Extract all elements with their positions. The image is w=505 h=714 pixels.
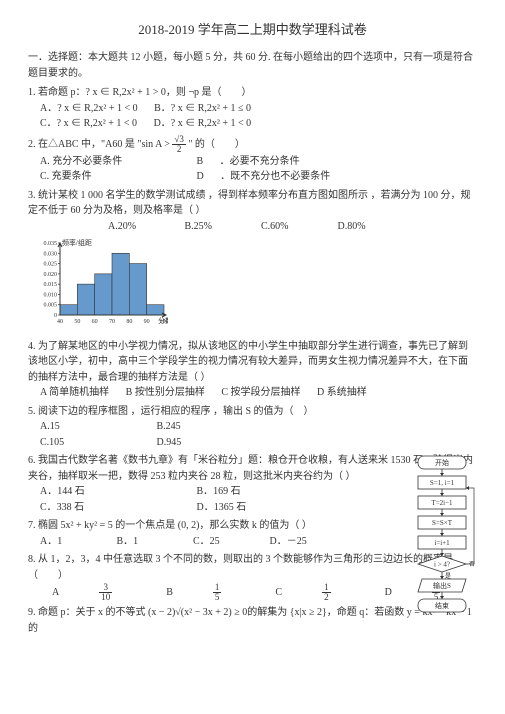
svg-text:0.010: 0.010 [44, 293, 58, 299]
q3-d: D.80% [338, 219, 366, 235]
q3-a: A.20% [108, 219, 168, 235]
q7-d: D．－25 [270, 534, 307, 550]
q7-c: C．25 [193, 534, 253, 550]
q1-d: D．? x ∈ R,2x² + 1 < 0 [154, 116, 252, 132]
q3-c: C.60% [261, 219, 321, 235]
svg-text:80: 80 [126, 319, 132, 325]
q8-lc: C [275, 585, 282, 601]
svg-text:S=S×T: S=S×T [432, 519, 453, 527]
svg-text:输出S: 输出S [433, 581, 451, 590]
q8-a-d: 10 [99, 593, 112, 602]
svg-text:分数: 分数 [158, 316, 168, 325]
q6-a: A．144 石 [40, 484, 180, 500]
q6-b: B．169 石 [197, 484, 241, 500]
q8-frac-b: 15 [213, 583, 236, 602]
q5: 5. 阅读下边的程序框图 ，运行相应的程序 ，输出 S 的值为（ ） A.15 … [28, 404, 477, 451]
q2: 2. 在△ABC 中，"A60 是 "sin A > √3 2 " 的（ ） A… [28, 135, 477, 185]
q5-d: D.945 [157, 435, 182, 451]
q2-frac-d: 2 [172, 145, 185, 154]
svg-text:0.035: 0.035 [44, 241, 58, 247]
svg-text:0.015: 0.015 [44, 282, 58, 288]
histogram-chart: 0.0350.0300.0250.0200.0150.0100.00504050… [28, 239, 168, 329]
q3: 3. 统计某校 1 000 名学生的数学测试成绩 ，得到样本频率分布直方图如图所… [28, 188, 477, 235]
q1-stem: 1. 若命题 p：? x ∈ R,2x² + 1 > 0，则 ¬p 是（ ） [28, 85, 477, 101]
q5-c: C.105 [40, 435, 140, 451]
q3-stem: 3. 统计某校 1 000 名学生的数学测试成绩 ，得到样本频率分布直方图如图所… [28, 188, 477, 219]
q1-a: A．? x ∈ R,2x² + 1 < 0 [40, 101, 138, 117]
svg-text:T=2i−1: T=2i−1 [431, 499, 453, 507]
q2-stem-a: 2. 在△ABC 中，"A60 [28, 138, 122, 149]
q4-d: D 系统抽样 [317, 385, 367, 401]
svg-text:开始: 开始 [435, 458, 449, 467]
svg-text:60: 60 [92, 319, 98, 325]
q5-stem: 5. 阅读下边的程序框图 ，运行相应的程序 ，输出 S 的值为（ ） [28, 404, 477, 420]
page-title: 2018-2019 学年高二上期中数学理科试卷 [28, 20, 477, 40]
q8-frac-a: 310 [99, 583, 126, 602]
svg-text:i > 4?: i > 4? [434, 561, 450, 569]
q1: 1. 若命题 p：? x ∈ R,2x² + 1 > 0，则 ¬p 是（ ） A… [28, 85, 477, 132]
q2-stem-b: 是 "sin A > [125, 138, 170, 149]
svg-text:90: 90 [144, 319, 150, 325]
q5-a: A.15 [40, 419, 140, 435]
q7-a: A．1 [40, 534, 100, 550]
svg-text:0.025: 0.025 [44, 262, 58, 268]
svg-text:结束: 结束 [435, 601, 449, 610]
q8-ld: D [385, 585, 392, 601]
q7-b: B．1 [117, 534, 177, 550]
svg-text:S=1, i=1: S=1, i=1 [430, 479, 455, 487]
q6-d: D．1365 石 [197, 500, 247, 516]
q4: 4. 为了解某地区的中小学视力情况，拟从该地区的中小学生中抽取部分学生进行调查，… [28, 339, 477, 401]
svg-text:0.030: 0.030 [44, 251, 58, 257]
q6-c: C．338 石 [40, 500, 180, 516]
svg-text:50: 50 [74, 319, 80, 325]
flowchart-diagram: 开始S=1, i=1T=2i−1S=S×Ti=i+1i > 4?否是输出S结束 [407, 454, 477, 654]
q2-b: B [197, 154, 204, 170]
q4-stem: 4. 为了解某地区的中小学视力情况，拟从该地区的中小学生中抽取部分学生进行调查，… [28, 339, 477, 386]
q4-b: B 按性别分层抽样 [126, 385, 205, 401]
svg-text:70: 70 [109, 319, 115, 325]
q3-b: B.25% [185, 219, 245, 235]
q4-a: A 简单随机抽样 [40, 385, 109, 401]
q2-a: A. 充分不必要条件 [40, 154, 180, 170]
q4-c: C 按学段分层抽样 [221, 385, 300, 401]
q8-c-d: 2 [322, 593, 331, 602]
q5-b: B.245 [157, 419, 181, 435]
svg-text:i=i+1: i=i+1 [434, 539, 450, 547]
q2-stem-c: " 的（ ） [188, 138, 245, 149]
q1-c: C．? x ∈ R,2x² + 1 < 0 [40, 116, 137, 132]
q8-frac-c: 12 [322, 583, 345, 602]
q2-c: C. 充要条件 [40, 169, 180, 185]
section-1-head: 一．选择题：本大题共 12 小题，每小题 5 分，共 60 分. 在每小题给出的… [28, 50, 477, 81]
q2-d2: ．既不充分也不必要条件 [220, 169, 330, 185]
svg-text:频率/组距: 频率/组距 [62, 239, 92, 247]
q8-lb: B [166, 585, 173, 601]
q2-b2: ．必要不充分条件 [220, 154, 300, 170]
q1-b: B．? x ∈ R,2x² + 1 ≤ 0 [154, 101, 251, 117]
q8-b-d: 5 [213, 593, 222, 602]
svg-text:0.005: 0.005 [44, 303, 58, 309]
q8-la: A [52, 585, 59, 601]
svg-text:40: 40 [57, 319, 63, 325]
q2-d: D [197, 169, 204, 185]
svg-text:0.020: 0.020 [44, 272, 58, 278]
q2-frac: √3 2 [172, 135, 185, 154]
